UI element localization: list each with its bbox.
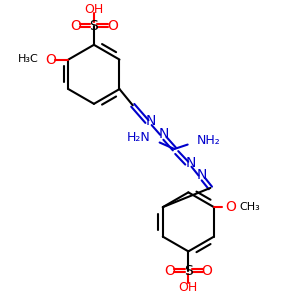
Text: O: O	[226, 200, 237, 214]
Text: O: O	[107, 19, 118, 33]
Text: OH: OH	[84, 3, 104, 16]
Text: N: N	[185, 156, 196, 170]
Text: N: N	[145, 114, 156, 128]
Text: S: S	[90, 19, 98, 33]
Text: H₃C: H₃C	[18, 54, 39, 64]
Text: S: S	[184, 264, 193, 278]
Text: N: N	[197, 168, 207, 182]
Text: NH₂: NH₂	[196, 134, 220, 147]
Text: CH₃: CH₃	[239, 202, 260, 212]
Text: O: O	[45, 52, 56, 67]
Text: OH: OH	[179, 280, 198, 294]
Text: O: O	[201, 264, 212, 278]
Text: H₂N: H₂N	[127, 131, 151, 144]
Text: N: N	[159, 127, 169, 141]
Text: O: O	[165, 264, 176, 278]
Text: O: O	[70, 19, 81, 33]
